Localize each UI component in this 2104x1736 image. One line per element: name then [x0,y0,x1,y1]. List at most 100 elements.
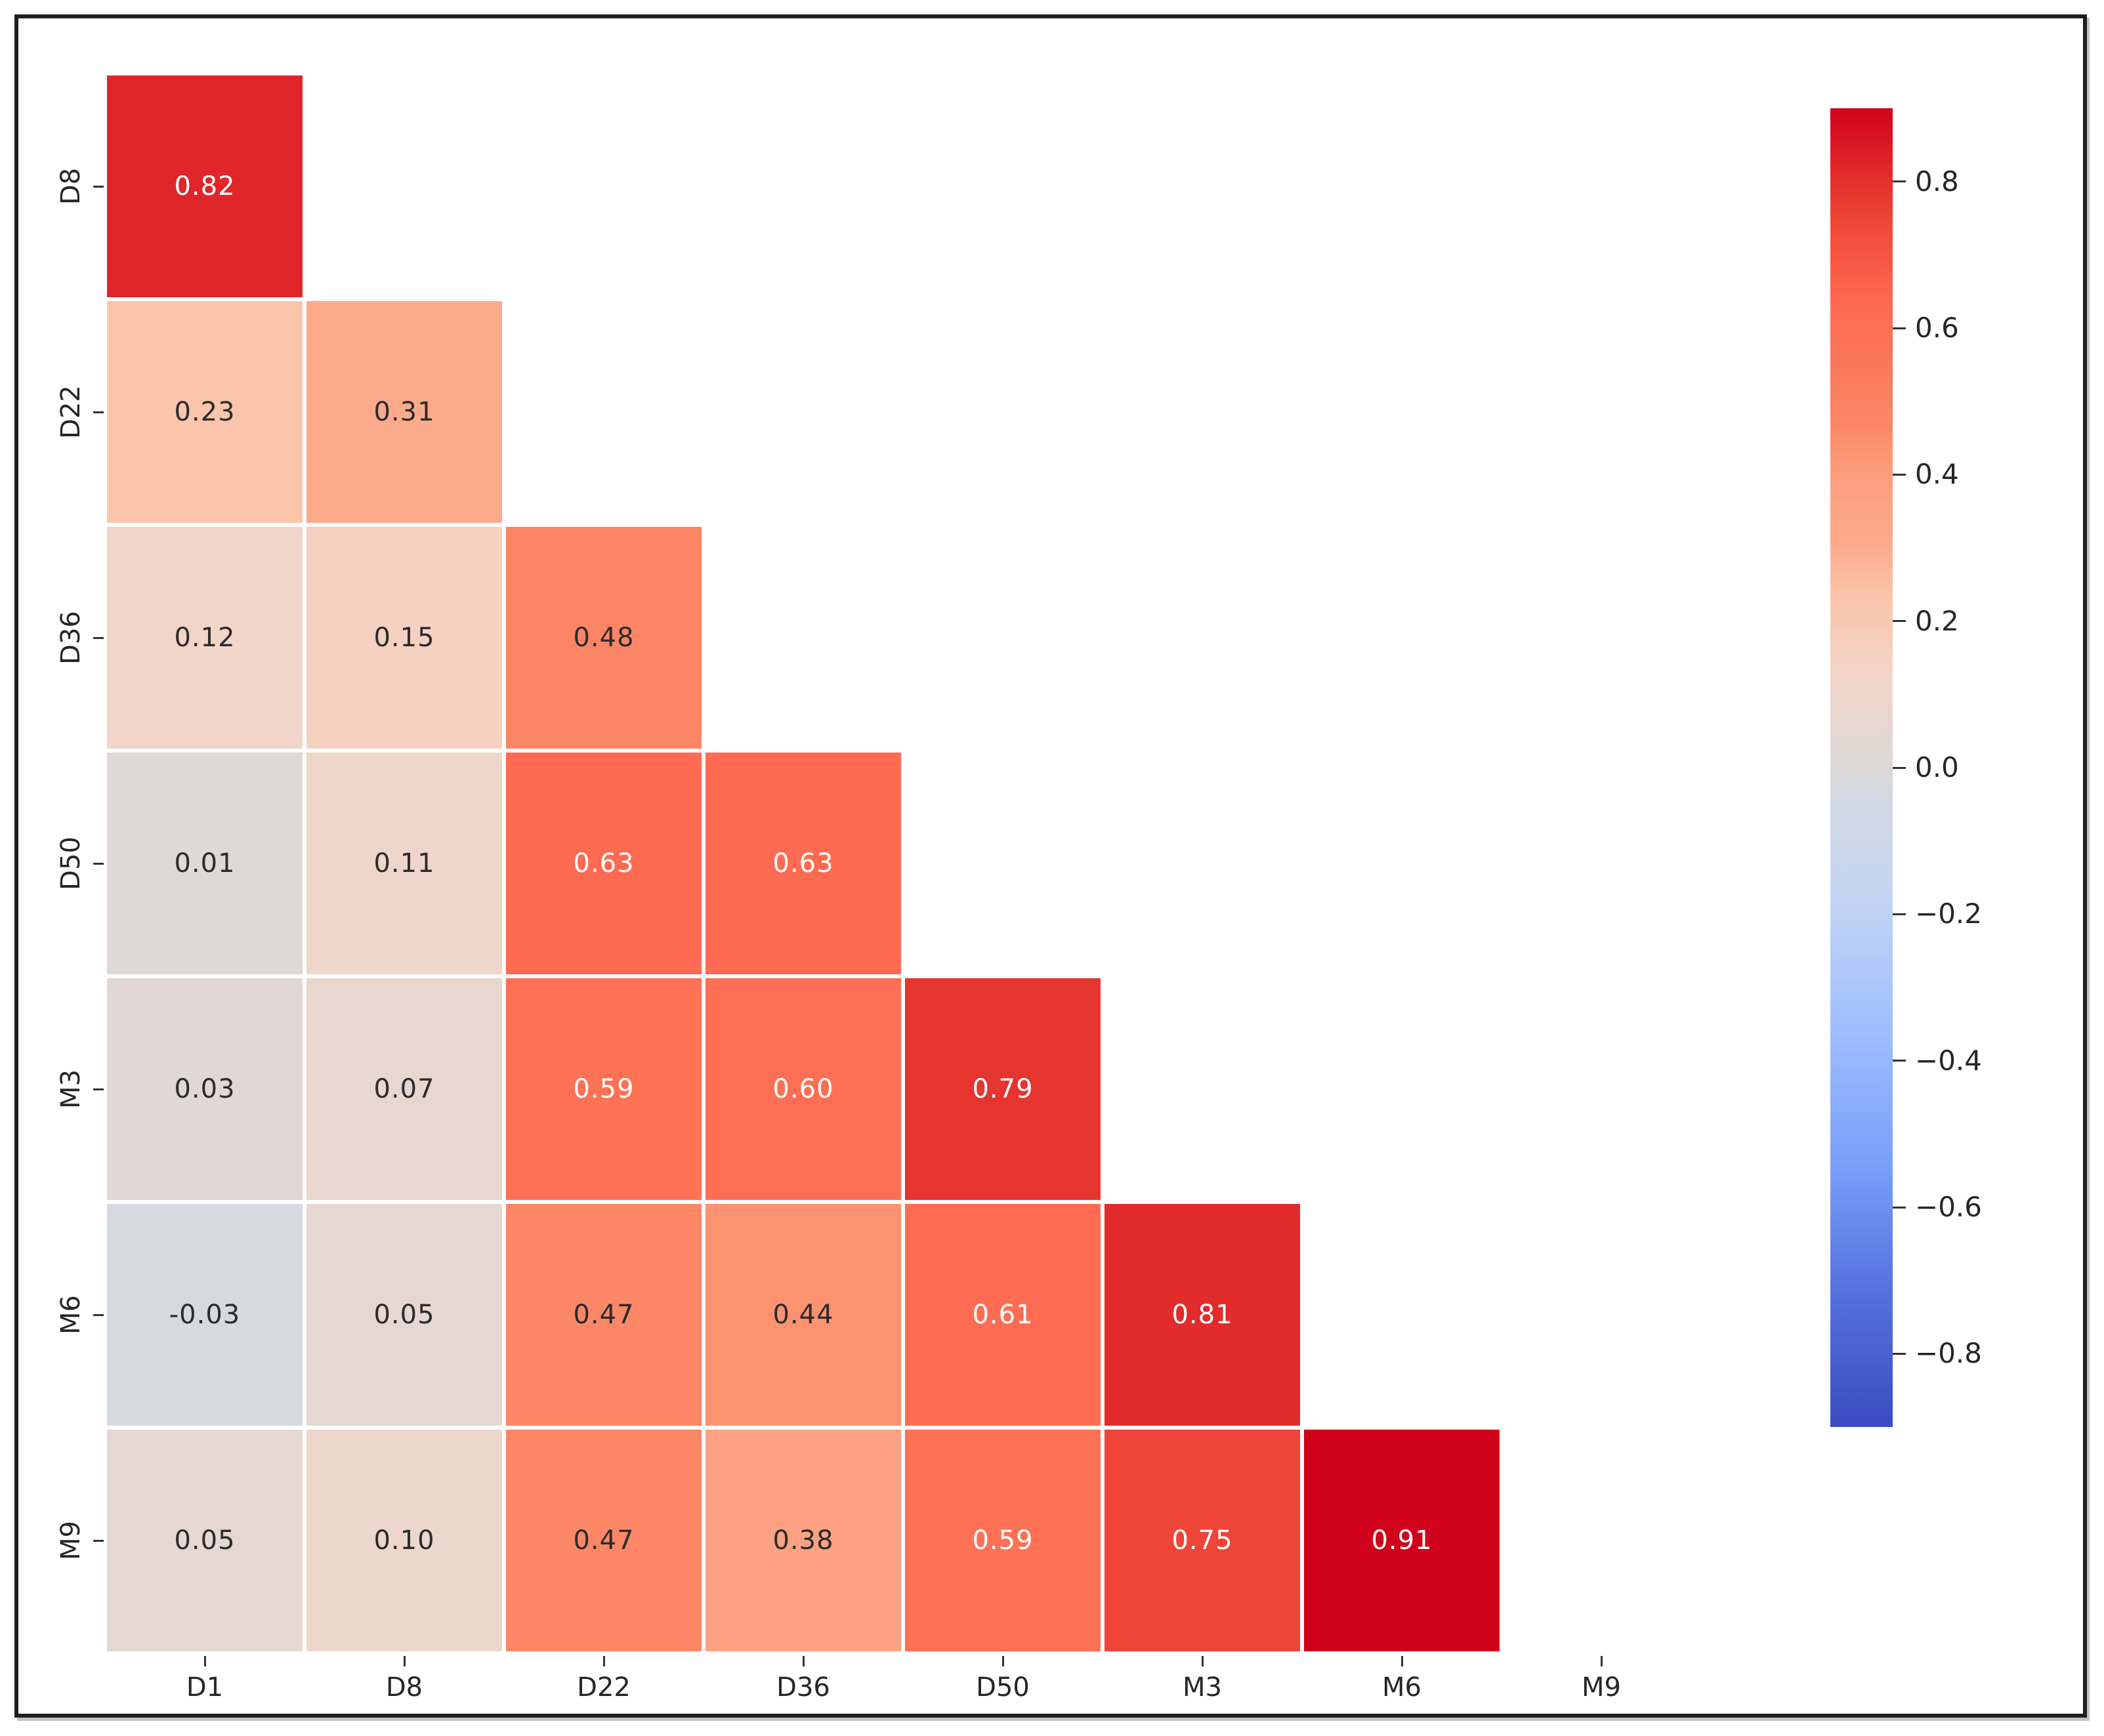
cell-value: 0.15 [373,623,435,653]
x-axis-label-D22: D22 [577,1672,631,1703]
cell-value: 0.91 [1371,1525,1433,1556]
x-tick-mark [403,1656,406,1666]
y-tick-mark [93,185,104,188]
heatmap-cell-M6-M3: 0.81 [1103,1202,1302,1428]
colorbar-tick-mark [1893,913,1906,915]
y-axis-label-M9: M9 [56,1521,86,1560]
colorbar-tick-mark [1893,180,1906,183]
cell-value: 0.63 [772,848,834,878]
cell-value: 0.01 [174,848,236,878]
colorbar-gradient [1830,108,1893,1427]
cell-value: 0.44 [772,1300,834,1330]
heatmap-cell-D50-D8: 0.11 [305,751,504,976]
x-tick-mark [1400,1656,1403,1666]
colorbar-tick-label: −0.2 [1915,898,1982,930]
colorbar-tick-mark [1893,327,1906,329]
colorbar-tick-mark [1893,1060,1906,1062]
colorbar-tick-mark [1893,473,1906,476]
x-tick-mark [1201,1656,1204,1666]
x-tick-mark [1600,1656,1603,1666]
heatmap-cell-D36-D1: 0.12 [105,525,305,751]
y-tick-mark [93,636,104,639]
cell-value: 0.12 [174,623,236,653]
colorbar-tick-label: 0.6 [1915,312,1959,344]
cell-value: 0.61 [972,1300,1034,1330]
cell-value: 0.05 [373,1300,435,1330]
cell-value: 0.10 [373,1525,435,1556]
cell-value: 0.47 [573,1525,635,1556]
heatmap-cell-D50-D22: 0.63 [504,751,704,976]
heatmap-cell-M9-M6: 0.91 [1302,1428,1502,1653]
heatmap-cell-M9-D22: 0.47 [504,1428,704,1653]
heatmap-cell-M9-D1: 0.05 [105,1428,305,1653]
y-tick-mark [93,862,104,865]
cell-value: 0.03 [174,1074,236,1104]
heatmap-cell-M3-D8: 0.07 [305,976,504,1202]
x-tick-mark [602,1656,605,1666]
y-axis-label-M6: M6 [56,1295,86,1334]
cell-value: 0.07 [373,1074,435,1104]
x-axis-label-D1: D1 [186,1672,224,1703]
colorbar-tick-label: 0.2 [1915,604,1959,637]
heatmap-cell-D36-D8: 0.15 [305,525,504,751]
cell-value: 0.60 [772,1074,834,1104]
colorbar-tick-label: 0.0 [1915,751,1959,783]
cell-value: 0.63 [573,848,635,878]
x-tick-mark [1001,1656,1004,1666]
heatmap-cell-D22-D1: 0.23 [105,299,305,525]
y-tick-mark [93,1088,104,1090]
x-tick-mark [203,1656,206,1666]
x-axis-label-M3: M3 [1183,1672,1222,1703]
heatmap-cell-M6-D50: 0.61 [903,1202,1103,1428]
cell-value: 0.11 [373,848,435,878]
y-axis-label-M3: M3 [56,1069,86,1109]
heatmap-cell-D36-D22: 0.48 [504,525,704,751]
cell-value: 0.31 [373,397,435,427]
cell-value: 0.47 [573,1300,635,1330]
cell-value: 0.79 [972,1074,1034,1104]
cell-value: 0.59 [972,1525,1034,1556]
heatmap-cell-D50-D1: 0.01 [105,751,305,976]
heatmap-cell-D8-D1: 0.82 [105,73,305,299]
heatmap-cell-M9-D50: 0.59 [903,1428,1103,1653]
y-tick-mark [93,411,104,413]
colorbar-tick-mark [1893,620,1906,623]
cell-value: 0.59 [573,1074,635,1104]
cell-value: -0.03 [169,1300,241,1330]
cell-value: 0.75 [1171,1525,1233,1556]
cell-value: 0.38 [772,1525,834,1556]
colorbar-tick-mark [1893,1352,1906,1355]
x-tick-mark [802,1656,805,1666]
x-axis-label-M6: M6 [1382,1672,1421,1703]
y-axis-label-D36: D36 [56,611,86,665]
heatmap-cell-M6-D1: -0.03 [105,1202,305,1428]
y-axis-label-D50: D50 [56,837,86,890]
heatmap-cell-M3-D36: 0.60 [704,976,903,1202]
heatmap-cell-D22-D8: 0.31 [305,299,504,525]
colorbar-tick-label: 0.8 [1915,165,1959,197]
y-tick-mark [93,1313,104,1316]
heatmap-cell-M9-D36: 0.38 [704,1428,903,1653]
colorbar-tick-label: −0.6 [1915,1191,1982,1223]
x-axis-label-M9: M9 [1582,1672,1621,1703]
colorbar-tick-mark [1893,1206,1906,1209]
heatmap-cell-M6-D36: 0.44 [704,1202,903,1428]
y-tick-mark [93,1539,104,1542]
y-axis-label-D8: D8 [56,167,86,205]
cell-value: 0.82 [174,171,236,201]
heatmap-cell-D50-D36: 0.63 [704,751,903,976]
heatmap-cell-M9-D8: 0.10 [305,1428,504,1653]
heatmap-cell-M3-D22: 0.59 [504,976,704,1202]
heatmap-cell-M3-D50: 0.79 [903,976,1103,1202]
heatmap-cell-M3-D1: 0.03 [105,976,305,1202]
cell-value: 0.48 [573,623,635,653]
cell-value: 0.81 [1171,1300,1233,1330]
colorbar-tick-label: −0.4 [1915,1044,1982,1077]
cell-value: 0.05 [174,1525,236,1556]
cell-value: 0.23 [174,397,236,427]
heatmap-cell-M9-M3: 0.75 [1103,1428,1302,1653]
heatmap-cell-M6-D8: 0.05 [305,1202,504,1428]
x-axis-label-D36: D36 [776,1672,830,1703]
y-axis-label-D22: D22 [56,385,86,439]
